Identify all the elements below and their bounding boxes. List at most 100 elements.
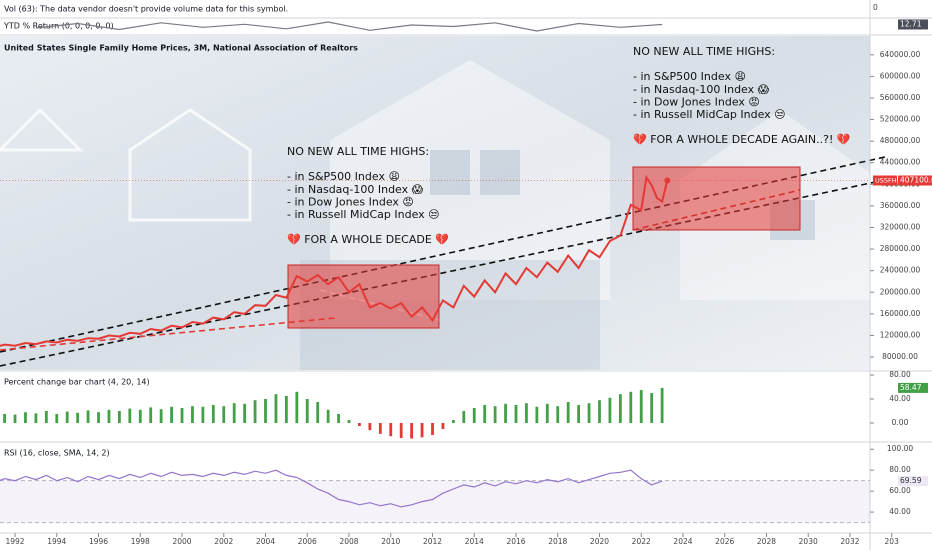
x-tick-label: 2002 bbox=[214, 537, 233, 546]
data-line bbox=[35, 21, 663, 32]
bar bbox=[347, 420, 351, 423]
bar bbox=[295, 391, 299, 423]
bar bbox=[305, 399, 309, 423]
bar bbox=[368, 423, 372, 431]
bar bbox=[211, 405, 215, 423]
bar bbox=[525, 403, 528, 423]
annotation-text: - in Dow Jones Index 😡 bbox=[287, 195, 414, 208]
bar bbox=[284, 396, 288, 423]
bar bbox=[55, 414, 59, 423]
bar bbox=[76, 412, 80, 423]
pane-title: RSI (16, close, SMA, 14, 2) bbox=[4, 449, 110, 458]
y-tick-label: 520000.00 bbox=[880, 115, 921, 124]
y-tick-label: 80000.00 bbox=[882, 352, 918, 361]
x-tick-label: 1994 bbox=[47, 537, 66, 546]
bar bbox=[222, 406, 226, 423]
x-tick-label: 2024 bbox=[673, 537, 692, 546]
y-tick-label: 200000.00 bbox=[880, 287, 921, 296]
y-tick-label: 280000.00 bbox=[880, 244, 921, 253]
bar bbox=[44, 411, 48, 423]
last-value-tag-bg bbox=[898, 476, 928, 487]
y-tick-label: 160000.00 bbox=[880, 309, 921, 318]
pane-title: Percent change bar chart (4, 20, 14) bbox=[4, 378, 150, 387]
bar bbox=[472, 408, 476, 423]
bar bbox=[34, 413, 38, 423]
bar bbox=[117, 411, 121, 423]
annotation-text: - in Dow Jones Index 😡 bbox=[633, 95, 760, 108]
x-tick-label: 2006 bbox=[298, 537, 317, 546]
annotation-text: NO NEW ALL TIME HIGHS: bbox=[633, 45, 775, 58]
bar bbox=[629, 391, 633, 423]
y-tick-label: 80.00 bbox=[889, 370, 911, 379]
bar bbox=[556, 406, 560, 423]
bar bbox=[587, 403, 591, 423]
x-tick-label: 2020 bbox=[590, 537, 609, 546]
annotation-text: 💔 FOR A WHOLE DECADE AGAIN..?! 💔 bbox=[633, 133, 851, 146]
bar bbox=[493, 406, 497, 423]
bar bbox=[650, 393, 654, 423]
y-tick-label: 60.00 bbox=[889, 486, 911, 495]
bar bbox=[201, 406, 205, 423]
x-tick-label: 1996 bbox=[89, 537, 108, 546]
y-tick-label: 80.00 bbox=[889, 465, 911, 474]
last-value-tag-bg bbox=[898, 19, 928, 30]
drawings bbox=[0, 156, 886, 367]
bar bbox=[180, 408, 184, 423]
rsi-band bbox=[0, 480, 870, 523]
bar bbox=[504, 403, 507, 423]
data-line bbox=[0, 469, 663, 508]
y-tick-label: 480000.00 bbox=[880, 136, 921, 145]
y-tick-label: 560000.00 bbox=[880, 93, 921, 102]
pane-title: United States Single Family Home Prices,… bbox=[4, 44, 358, 53]
bar bbox=[483, 405, 487, 423]
bar bbox=[410, 423, 414, 439]
bar bbox=[232, 403, 236, 423]
bar bbox=[149, 407, 153, 423]
last-value-tag: 58.47 bbox=[900, 383, 922, 392]
highlight-box bbox=[287, 264, 440, 329]
last-point bbox=[664, 177, 671, 184]
annotation-text: NO NEW ALL TIME HIGHS: bbox=[287, 145, 429, 158]
bar bbox=[3, 414, 6, 423]
x-tick-label: 2018 bbox=[548, 537, 567, 546]
symbol-tag: USSFHP bbox=[875, 176, 901, 184]
last-value-tag: 12.71 bbox=[900, 19, 922, 28]
annotation-text: 💔 FOR A WHOLE DECADE 💔 bbox=[287, 233, 449, 246]
y-tick-label: 240000.00 bbox=[880, 266, 921, 275]
y-tick-label: 40.00 bbox=[889, 394, 911, 403]
x-tick-label: 1998 bbox=[131, 537, 150, 546]
annotation-text: - in S&P500 Index 😩 bbox=[287, 170, 400, 183]
bar bbox=[514, 405, 518, 423]
bar bbox=[170, 406, 173, 423]
y-tick-label: 0.00 bbox=[892, 418, 909, 427]
bar bbox=[431, 423, 434, 435]
bar bbox=[420, 423, 424, 438]
y-tick-label: 0 bbox=[873, 3, 878, 12]
trend-line bbox=[0, 317, 336, 351]
bar bbox=[378, 423, 382, 434]
x-tick-label: 203 bbox=[885, 537, 900, 546]
bar bbox=[608, 397, 612, 423]
y-tick-label: 360000.00 bbox=[880, 201, 921, 210]
bar bbox=[545, 403, 549, 423]
bar bbox=[358, 423, 361, 426]
x-tick-label: 2032 bbox=[840, 537, 859, 546]
bar bbox=[598, 400, 601, 423]
bar bbox=[264, 399, 267, 423]
highlight-box bbox=[632, 166, 801, 231]
annotation-text: - in S&P500 Index 😩 bbox=[633, 70, 746, 83]
annotation-text: - in Russell MidCap Index 😒 bbox=[633, 108, 786, 121]
last-value-tag-bg bbox=[898, 175, 932, 186]
bar bbox=[138, 409, 142, 423]
bar bbox=[253, 400, 257, 423]
x-tick-label: 2022 bbox=[632, 537, 651, 546]
bar bbox=[191, 406, 194, 423]
bar bbox=[535, 406, 539, 423]
bar bbox=[13, 414, 17, 423]
x-tick-label: 2012 bbox=[423, 537, 442, 546]
annotation-text: - in Russell MidCap Index 😒 bbox=[287, 208, 440, 221]
bar bbox=[107, 409, 111, 423]
x-tick-label: 2030 bbox=[799, 537, 818, 546]
